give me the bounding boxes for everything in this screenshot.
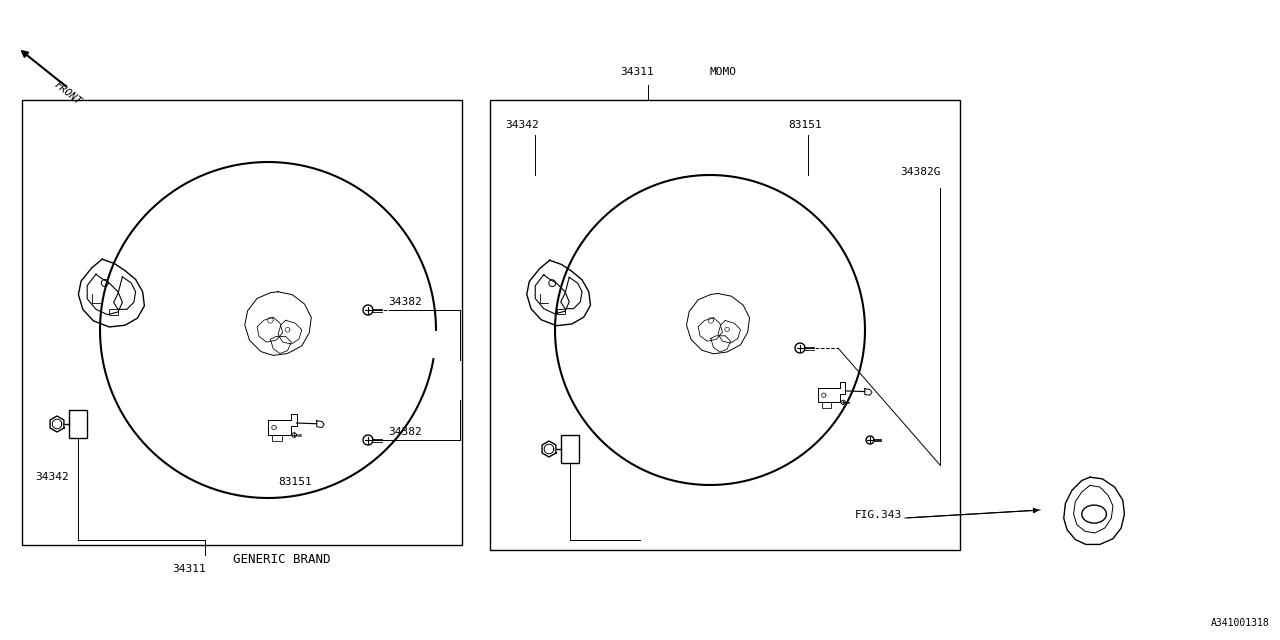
Text: A341001318: A341001318 bbox=[1211, 618, 1270, 628]
Bar bbox=[22, 100, 462, 545]
Text: 34311: 34311 bbox=[172, 564, 206, 574]
Bar bbox=[69, 410, 87, 438]
Text: 34382: 34382 bbox=[388, 297, 421, 307]
Text: 34342: 34342 bbox=[35, 472, 69, 482]
Text: 83151: 83151 bbox=[278, 477, 312, 487]
Text: 34382G: 34382G bbox=[900, 167, 941, 177]
Text: GENERIC BRAND: GENERIC BRAND bbox=[233, 553, 330, 566]
Text: 34382: 34382 bbox=[388, 427, 421, 437]
Text: MOMO: MOMO bbox=[710, 67, 737, 77]
Text: 34311: 34311 bbox=[620, 67, 654, 77]
Text: FRONT: FRONT bbox=[52, 80, 83, 107]
Bar bbox=[557, 308, 564, 314]
Text: 83151: 83151 bbox=[788, 120, 822, 130]
Bar bbox=[109, 309, 118, 315]
Bar bbox=[561, 435, 579, 463]
Bar bbox=[490, 100, 960, 550]
Text: 34342: 34342 bbox=[506, 120, 539, 130]
Text: FIG.343: FIG.343 bbox=[855, 510, 902, 520]
